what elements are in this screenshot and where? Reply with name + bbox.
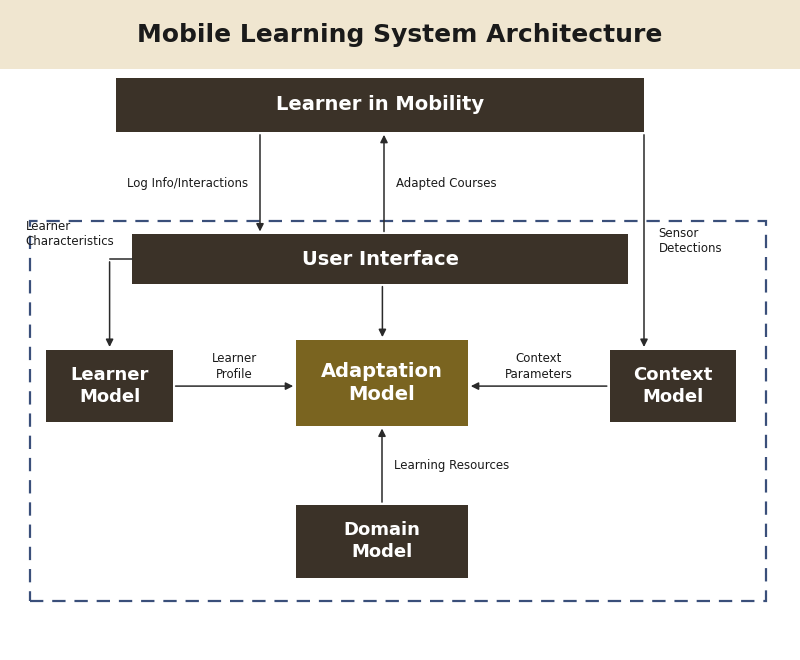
Text: Domain
Model: Domain Model [343, 521, 421, 561]
Text: Log Info/Interactions: Log Info/Interactions [127, 177, 248, 189]
Bar [116, 78, 644, 132]
Text: Adaptation
Model: Adaptation Model [321, 362, 443, 404]
Bar [296, 340, 468, 426]
Text: Learner
Profile: Learner Profile [212, 352, 257, 381]
Bar [610, 350, 736, 422]
Text: Learner
Model: Learner Model [70, 366, 149, 406]
Bar [132, 234, 628, 284]
Bar [296, 505, 468, 578]
Bar [0, 0, 800, 69]
Text: Context
Model: Context Model [633, 366, 713, 406]
Bar [0, 69, 800, 660]
Text: Mobile Learning System Architecture: Mobile Learning System Architecture [138, 23, 662, 47]
Text: Learning Resources: Learning Resources [394, 459, 510, 472]
Text: Context
Parameters: Context Parameters [505, 352, 573, 381]
Text: Adapted Courses: Adapted Courses [396, 177, 497, 189]
Text: Learner
Characteristics: Learner Characteristics [26, 220, 114, 248]
Bar [30, 221, 766, 601]
Text: Learner in Mobility: Learner in Mobility [276, 96, 484, 114]
Text: User Interface: User Interface [302, 249, 458, 269]
Text: Sensor
Detections: Sensor Detections [658, 226, 722, 255]
Bar [46, 350, 173, 422]
